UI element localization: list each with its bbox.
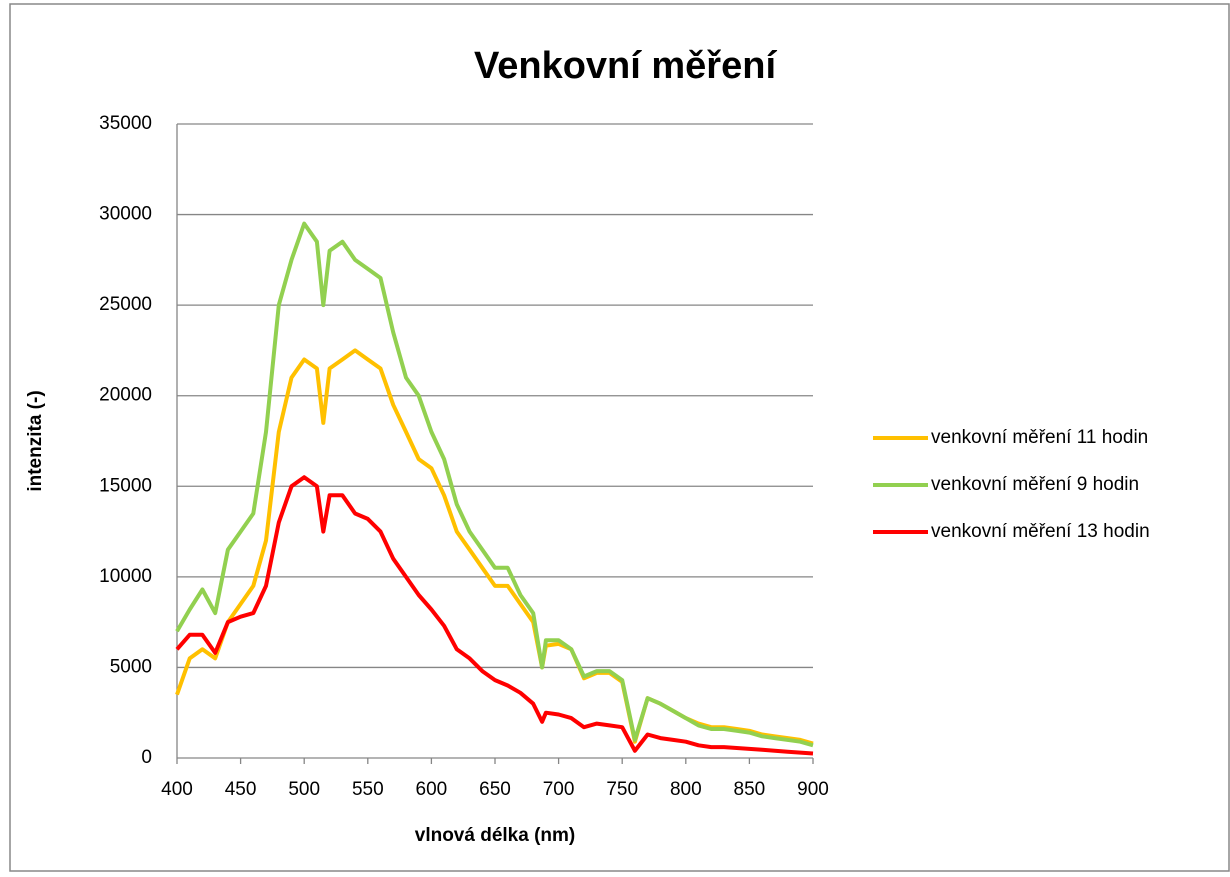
- x-tick-label: 850: [734, 779, 766, 800]
- x-tick-label: 900: [797, 779, 829, 800]
- x-tick-label: 450: [225, 779, 257, 800]
- y-tick-label: 0: [141, 747, 152, 768]
- x-tick-label: 650: [479, 779, 511, 800]
- y-tick-label: 25000: [99, 294, 152, 315]
- x-tick-label: 400: [161, 779, 193, 800]
- legend-label: venkovní měření 9 hodin: [931, 474, 1139, 495]
- legend-label: venkovní měření 11 hodin: [931, 427, 1148, 448]
- x-tick-label: 550: [352, 779, 384, 800]
- y-tick-label: 30000: [99, 204, 152, 225]
- series-line: [175, 221, 814, 748]
- x-tick-label: 750: [606, 779, 638, 800]
- x-tick-label: 500: [288, 779, 320, 800]
- y-tick-label: 20000: [99, 385, 152, 406]
- chart-title: Venkovní měření: [474, 45, 777, 87]
- y-axis-label: intenzita (-): [25, 390, 46, 491]
- x-axis-label: vlnová délka (nm): [415, 825, 576, 846]
- series-line: [175, 475, 814, 756]
- y-tick-label: 15000: [99, 475, 152, 496]
- y-tick-label: 35000: [99, 113, 152, 134]
- x-tick-label: 800: [670, 779, 702, 800]
- x-tick-label: 700: [543, 779, 575, 800]
- x-tick-label: 600: [416, 779, 448, 800]
- legend-label: venkovní měření 13 hodin: [931, 521, 1150, 542]
- y-tick-label: 10000: [99, 566, 152, 587]
- y-tick-label: 5000: [110, 656, 152, 677]
